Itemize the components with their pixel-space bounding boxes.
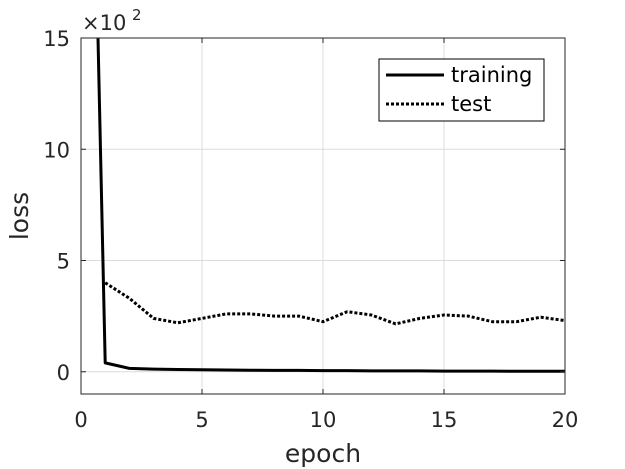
legend: training test xyxy=(378,58,545,122)
y-axis-multiplier: ×10 2 xyxy=(82,6,142,35)
y-multiplier-exponent: 2 xyxy=(132,6,142,24)
y-tick-label: 5 xyxy=(57,250,70,274)
y-tick-label: 15 xyxy=(43,27,70,51)
legend-label-test: test xyxy=(451,92,491,116)
x-axis-label: epoch xyxy=(285,439,361,468)
x-tick-label: 5 xyxy=(195,408,208,432)
y-axis-label: loss xyxy=(5,192,34,240)
x-tick-label: 10 xyxy=(310,408,337,432)
axis-ticks: 0 5 10 15 20 0 5 10 15 xyxy=(43,27,578,432)
y-tick-label: 10 xyxy=(43,138,70,162)
x-tick-label: 20 xyxy=(552,408,579,432)
y-multiplier-base: ×10 xyxy=(82,11,126,35)
series-lines xyxy=(96,38,565,373)
legend-label-training: training xyxy=(451,63,532,87)
series-line-test xyxy=(104,281,565,326)
x-tick-label: 0 xyxy=(74,408,87,432)
y-tick-label: 0 xyxy=(57,361,70,385)
legend-box xyxy=(378,58,545,122)
series-line-training xyxy=(96,38,565,373)
x-tick-label: 15 xyxy=(431,408,458,432)
